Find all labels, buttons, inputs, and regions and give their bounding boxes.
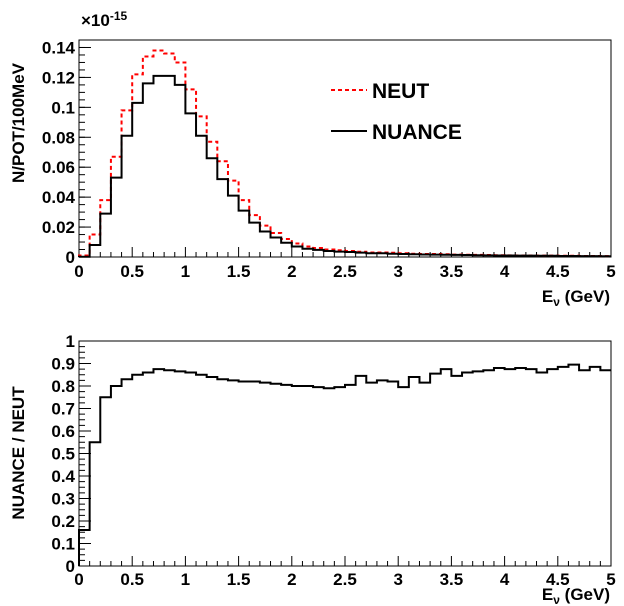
bottom-series <box>78 363 611 566</box>
bottom-y-tick-label: 0.3 <box>51 490 75 509</box>
legend: NEUT NUANCE <box>331 80 462 144</box>
bottom-y-tick-label: 0.7 <box>51 400 75 419</box>
bottom-x-tick-label: 2.5 <box>333 570 357 589</box>
bottom-x-tick-label: 3 <box>393 570 402 589</box>
bottom-y-tick-label: 0.2 <box>51 512 75 531</box>
legend-label-neut: NEUT <box>372 80 429 103</box>
top-y-tick-label: 0.02 <box>42 218 75 237</box>
top-y-exponent: ×10-15 <box>81 9 128 30</box>
top-y-ticks: 0 0.02 0.04 0.06 0.08 0.1 0.12 0.14 <box>42 38 91 267</box>
top-x-tick-label: 4 <box>500 262 510 281</box>
legend-label-nuance: NUANCE <box>372 121 462 144</box>
top-x-tick-label: 2.5 <box>333 262 357 281</box>
bottom-x-ticks: 0 0.5 1 1.5 2 2.5 3 3.5 4 4.5 5 <box>74 556 616 589</box>
top-x-tick-label: 3 <box>393 262 402 281</box>
top-x-tick-label: 2 <box>287 262 296 281</box>
bottom-x-axis-label: Eν (GeV) <box>542 585 610 606</box>
top-x-tick-label: 4.5 <box>546 262 570 281</box>
bottom-x-tick-label: 3.5 <box>440 570 464 589</box>
top-y-tick-label: 0.1 <box>51 98 75 117</box>
bottom-x-tick-label: 1.5 <box>227 570 251 589</box>
top-x-tick-label: 1 <box>181 262 190 281</box>
top-x-tick-label: 1.5 <box>227 262 251 281</box>
bottom-x-tick-label: 4.5 <box>546 570 570 589</box>
bottom-x-tick-label: 2 <box>287 570 296 589</box>
bottom-series-ratio-line <box>78 363 611 566</box>
bottom-y-tick-label: 0.9 <box>51 355 75 374</box>
bottom-y-tick-label: 0.4 <box>51 467 75 486</box>
bottom-y-tick-label: 0.1 <box>51 535 75 554</box>
top-x-ticks: 0 0.5 1 1.5 2 2.5 3 3.5 4 4.5 5 <box>74 247 616 281</box>
bottom-panel: 0 0.5 1 1.5 2 2.5 3 3.5 4 4.5 5 0 0.1 0.2 0.3 0.4 0.5 0.… <box>9 332 616 606</box>
top-y-tick-label: 0.04 <box>42 188 76 207</box>
top-x-tick-label: 0 <box>74 262 83 281</box>
top-x-axis-label: Eν (GeV) <box>542 287 610 309</box>
top-y-tick-label: 0.06 <box>42 158 75 177</box>
bottom-x-tick-label: 4 <box>500 570 510 589</box>
bottom-y-tick-label: 1 <box>66 332 75 351</box>
top-x-tick-label: 3.5 <box>440 262 464 281</box>
bottom-plot-frame <box>78 340 612 567</box>
top-y-tick-label: 0.08 <box>42 128 75 147</box>
bottom-x-tick-label: 0 <box>74 570 83 589</box>
top-series <box>78 49 611 258</box>
top-y-tick-label: 0.14 <box>42 38 76 57</box>
bottom-x-tick-label: 1 <box>181 570 190 589</box>
top-y-axis-label: N/POT/100MeV <box>9 62 28 183</box>
top-y-tick-label: 0 <box>66 248 75 267</box>
bottom-x-tick-label: 5 <box>606 570 615 589</box>
bottom-y-tick-label: 0.5 <box>51 445 75 464</box>
top-x-tick-label: 5 <box>606 262 615 281</box>
bottom-y-tick-label: 0.6 <box>51 422 75 441</box>
bottom-x-tick-label: 0.5 <box>120 570 144 589</box>
bottom-y-tick-label: 0 <box>66 557 75 576</box>
top-panel: 0 0.5 1 1.5 2 2.5 3 3.5 4 4.5 5 00.020.040.060.080… <box>9 9 616 309</box>
top-x-tick-label: 0.5 <box>120 262 144 281</box>
top-series-nuance-line <box>78 74 611 258</box>
bottom-y-ticks: 0 0.1 0.2 0.3 0.4 0.5 0.6 0.7 0.8 0.9 1 <box>51 332 91 576</box>
top-plot-frame <box>78 39 612 258</box>
top-series-neut-line <box>78 49 611 258</box>
bottom-y-axis-label: NUANCE / NEUT <box>9 386 28 520</box>
top-y-tick-label: 0.12 <box>42 68 75 87</box>
bottom-y-tick-label: 0.8 <box>51 377 75 396</box>
